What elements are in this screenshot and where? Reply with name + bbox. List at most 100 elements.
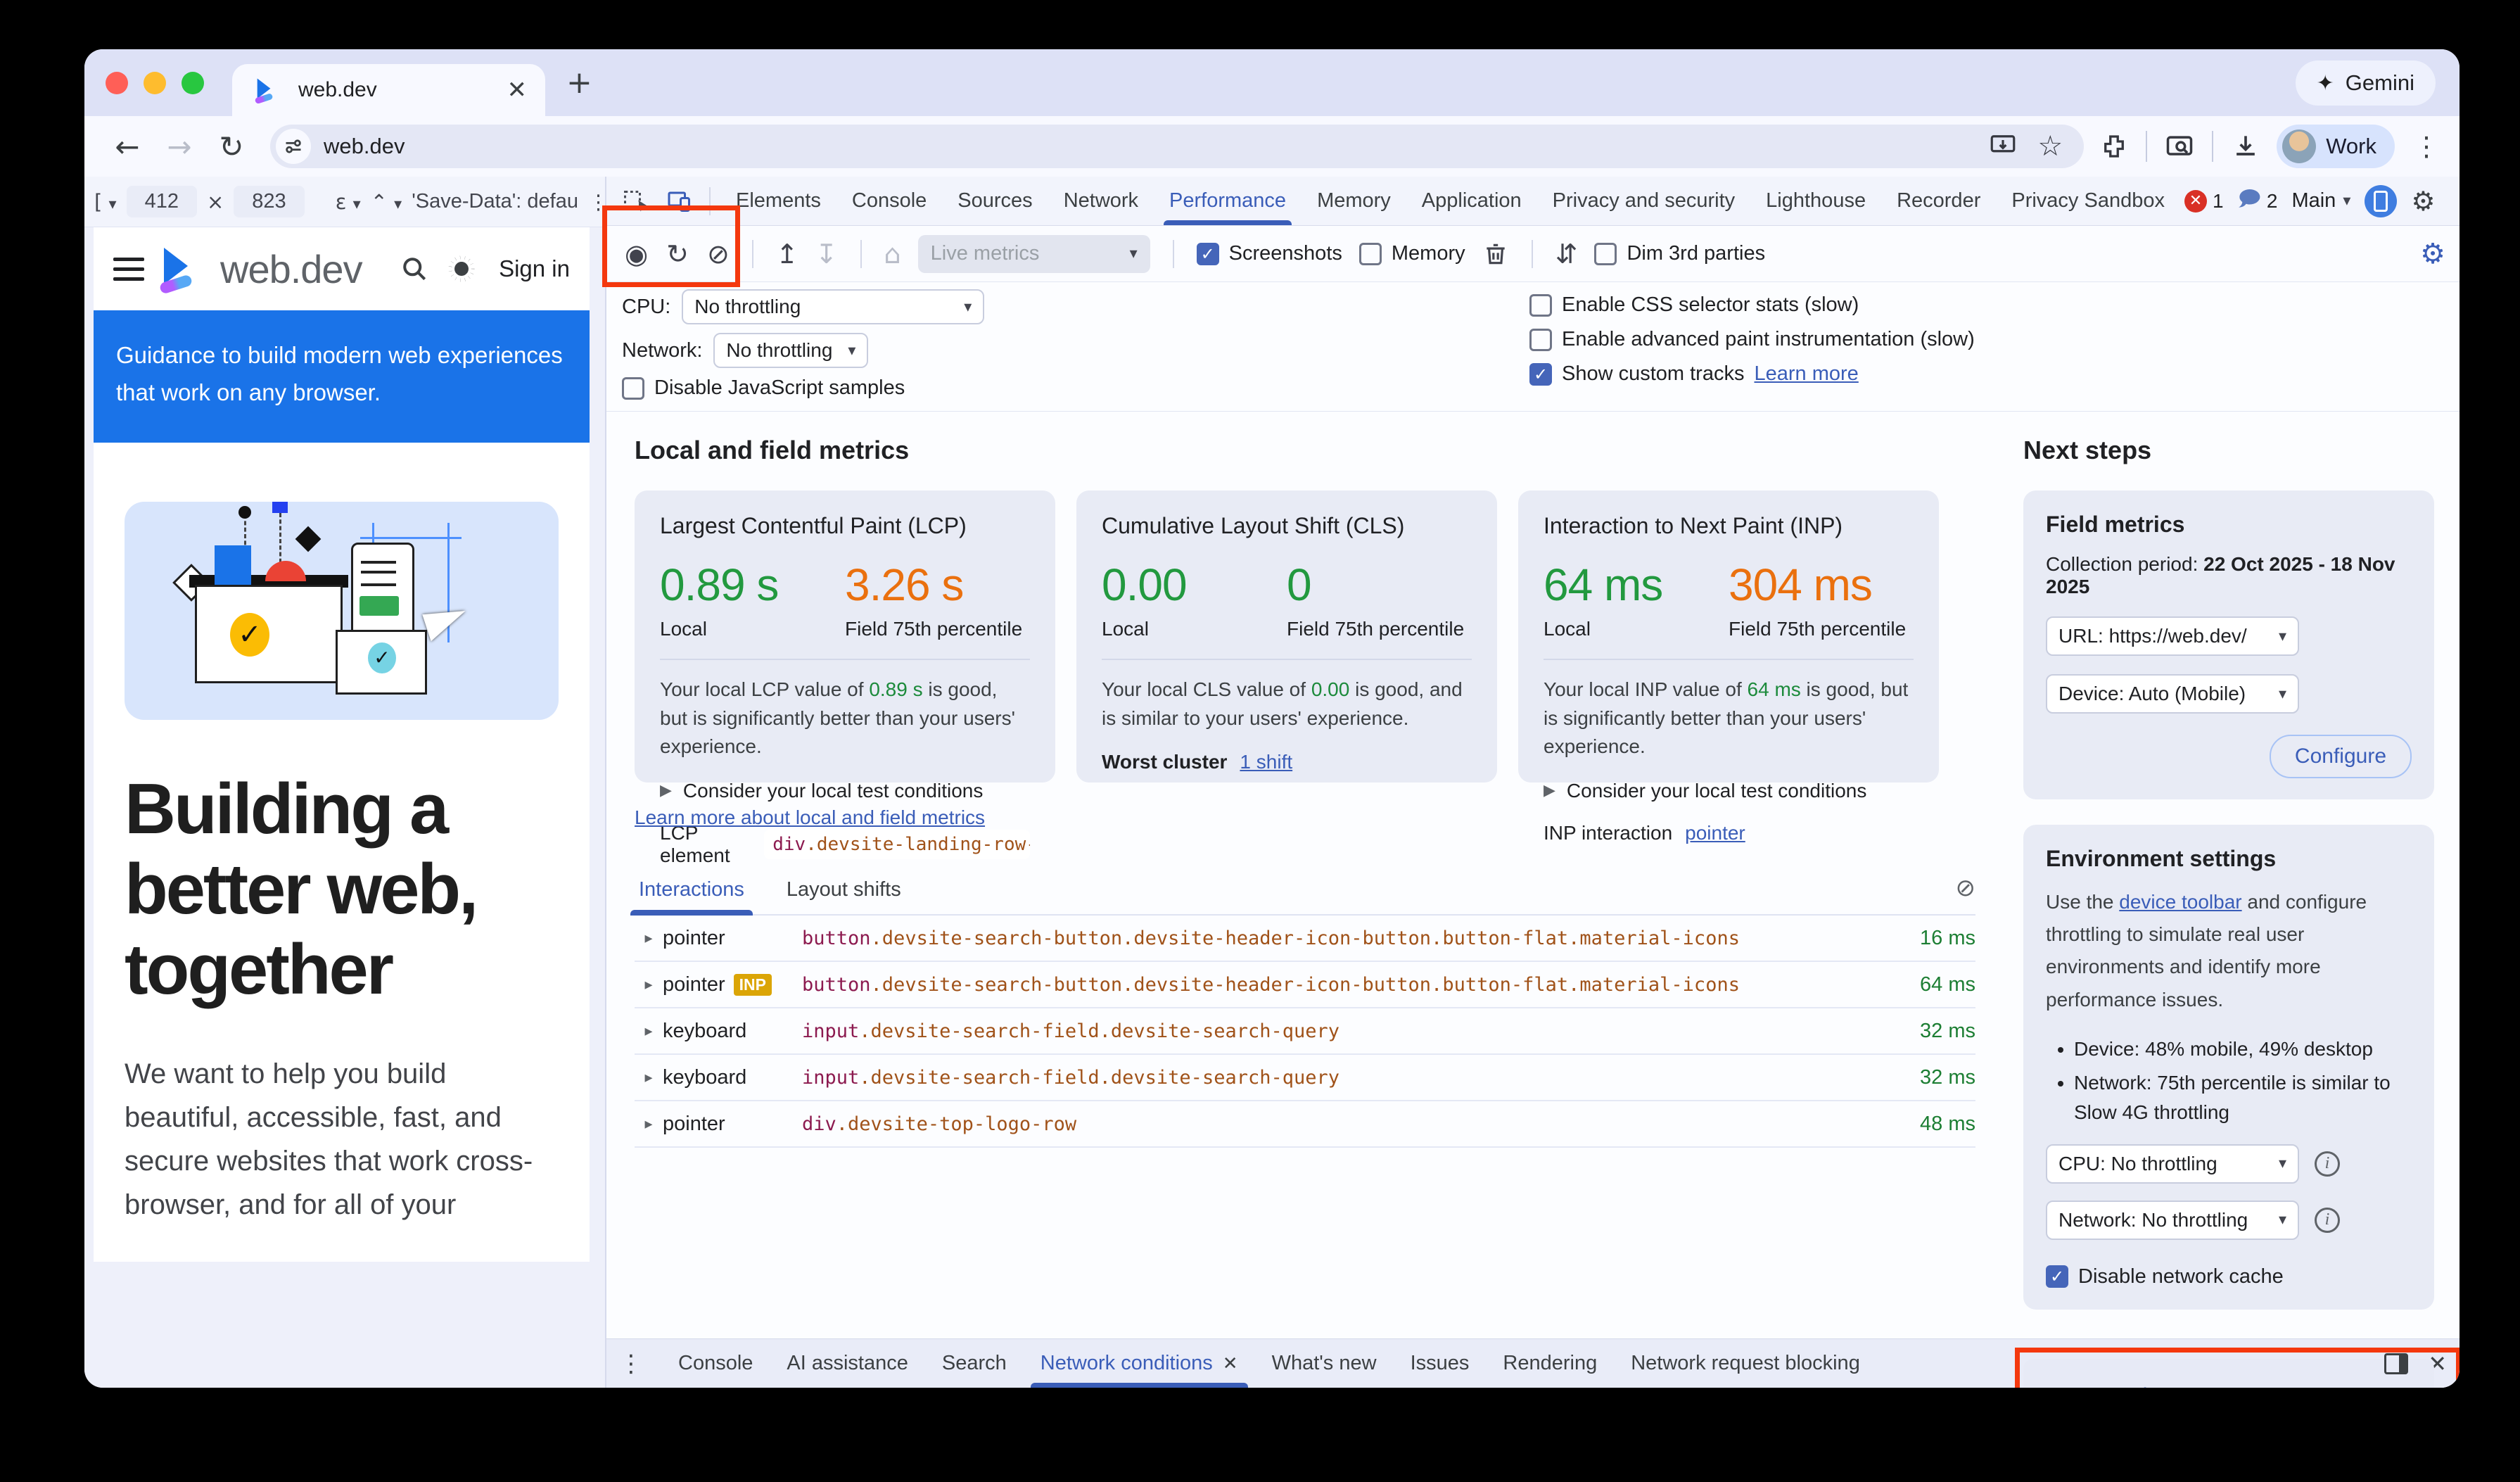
install-app-icon[interactable] — [1988, 130, 2018, 160]
address-bar[interactable]: web.dev ☆ — [270, 125, 2085, 168]
configure-button[interactable]: Configure — [2269, 735, 2412, 778]
viewport-height-input[interactable]: 823 — [234, 186, 305, 217]
tab-privacy-sandbox[interactable]: Privacy Sandbox — [2011, 189, 2165, 212]
forward-button[interactable]: → — [167, 129, 192, 164]
disable-js-samples-checkbox[interactable]: Disable JavaScript samples — [622, 376, 1529, 400]
clear-icon[interactable]: ⊘ — [707, 238, 730, 270]
dock-side-icon[interactable] — [2384, 1353, 2409, 1374]
site-search-icon[interactable] — [399, 253, 430, 284]
console-message-badge[interactable]: 🗩 2 — [2237, 186, 2278, 212]
throttle-select[interactable]: ⌃ ▾ — [370, 189, 402, 214]
env-network-select[interactable]: Network: No throttling ▾ — [2046, 1200, 2299, 1240]
expand-arrow-icon[interactable]: ▶ — [1544, 782, 1555, 800]
site-settings-icon[interactable] — [276, 129, 311, 164]
tab-lighthouse[interactable]: Lighthouse — [1766, 189, 1866, 212]
screenshots-checkbox[interactable]: Screenshots — [1196, 242, 1342, 265]
drawer-tab-ai-assistance[interactable]: AI assistance — [787, 1352, 908, 1374]
reload-button[interactable]: ↻ — [219, 129, 244, 164]
profile-button[interactable]: Work — [2277, 125, 2395, 168]
lcp-test-conditions-expander[interactable]: ▶ Consider your local test conditions — [660, 779, 984, 802]
menu-icon[interactable] — [113, 257, 144, 281]
drawer-tab-console[interactable]: Console — [678, 1352, 753, 1374]
browser-menu-icon[interactable]: ⋮ — [2413, 131, 2440, 162]
learn-more-metrics-link[interactable]: Learn more about local and field metrics — [635, 806, 986, 828]
search-tabs-icon[interactable] — [2164, 131, 2195, 162]
device-more-icon[interactable]: ⋮ — [588, 190, 605, 214]
upload-profile-icon[interactable]: ↥ — [775, 238, 798, 270]
gemini-button[interactable]: ✦ Gemini — [2295, 61, 2436, 106]
field-url-select[interactable]: URL: https://web.dev/▾ — [2046, 616, 2299, 656]
tab-close-icon[interactable]: ✕ — [507, 76, 528, 104]
cls-worst-cluster-link[interactable]: 1 shift — [1240, 751, 1293, 773]
record-icon[interactable]: ◉ — [625, 238, 649, 270]
drawer-menu-icon[interactable]: ⋮ — [619, 1349, 643, 1378]
live-metrics-select[interactable]: Live metrics ▾ — [917, 234, 1150, 273]
extensions-icon[interactable] — [2099, 132, 2129, 161]
zoom-select[interactable]: ɛ ▾ — [335, 189, 361, 214]
webdev-logo[interactable] — [158, 246, 205, 295]
css-selector-stats-checkbox[interactable]: Enable CSS selector stats (slow) — [1529, 293, 2444, 317]
download-profile-icon[interactable]: ↧ — [815, 238, 838, 270]
tab-application[interactable]: Application — [1421, 189, 1522, 212]
expand-arrow-icon[interactable]: ▶ — [660, 782, 672, 800]
paint-instrumentation-checkbox[interactable]: Enable advanced paint instrumentation (s… — [1529, 328, 2444, 351]
bookmark-star-icon[interactable]: ☆ — [2037, 130, 2063, 163]
device-toolbar-toggle-icon[interactable] — [660, 182, 699, 221]
interaction-row[interactable]: ▸ pointer div.devsite-top-logo-row 48 ms — [635, 1101, 1975, 1148]
interaction-row[interactable]: ▸ keyboard input.devsite-search-field.de… — [635, 1055, 1975, 1101]
checkbox-icon[interactable] — [1529, 328, 1552, 351]
tab-elements[interactable]: Elements — [736, 189, 821, 212]
inp-test-conditions-expander[interactable]: ▶ Consider your local test conditions — [1544, 779, 1867, 802]
garbage-collect-icon[interactable] — [1482, 241, 1509, 267]
interaction-row[interactable]: ▸ keyboard input.devsite-search-field.de… — [635, 1008, 1975, 1055]
memory-checkbox[interactable]: Memory — [1358, 242, 1465, 265]
ai-device-icon[interactable] — [2365, 184, 2398, 217]
clear-log-icon[interactable]: ⊘ — [1955, 873, 1976, 902]
disable-network-cache-checkbox[interactable]: Disable network cache — [2046, 1265, 2412, 1288]
checkbox-checked-icon[interactable] — [1529, 362, 1552, 386]
inp-interaction-link[interactable]: pointer — [1685, 821, 1745, 844]
record-reload-icon[interactable]: ↻ — [666, 238, 689, 270]
site-brand[interactable]: web.dev — [220, 246, 363, 291]
error-badge[interactable]: ✕ 1 — [2184, 189, 2224, 213]
settings-gear-icon[interactable]: ⚙ — [2411, 185, 2436, 217]
back-button[interactable]: ← — [115, 129, 140, 164]
drawer-tab-whats-new[interactable]: What's new — [1271, 1352, 1377, 1374]
browser-tab[interactable]: web.dev ✕ — [232, 64, 545, 116]
cpu-throttle-select[interactable]: No throttling ▾ — [682, 289, 985, 324]
field-device-select[interactable]: Device: Auto (Mobile) ▾ — [2046, 674, 2299, 714]
tab-recorder[interactable]: Recorder — [1897, 189, 1981, 212]
tab-performance[interactable]: Performance — [1154, 177, 1302, 225]
interaction-row[interactable]: ▸ pointer button.devsite-search-button.d… — [635, 916, 1975, 962]
checkbox-icon[interactable] — [622, 376, 644, 400]
viewport-width-input[interactable]: 412 — [126, 186, 197, 217]
expand-arrow-icon[interactable]: ▸ — [644, 975, 653, 994]
expand-arrow-icon[interactable]: ▸ — [644, 929, 653, 947]
interaction-row[interactable]: ▸ pointer INP button.devsite-search-butto… — [635, 962, 1975, 1008]
checkbox-icon[interactable] — [1594, 242, 1617, 265]
sign-in-link[interactable]: Sign in — [499, 255, 570, 281]
close-window-button[interactable] — [106, 71, 128, 94]
minimize-window-button[interactable] — [144, 71, 166, 94]
drawer-tab-network-conditions[interactable]: Network conditions ✕ — [1024, 1339, 1255, 1388]
new-tab-button[interactable]: + — [566, 65, 592, 101]
checkbox-checked-icon[interactable] — [1196, 242, 1219, 265]
info-icon[interactable]: i — [2315, 1151, 2340, 1177]
info-icon[interactable]: i — [2315, 1207, 2340, 1233]
dim-3rd-parties-checkbox[interactable]: Dim 3rd parties — [1594, 242, 1765, 265]
device-toolbar-link[interactable]: device toolbar — [2119, 891, 2242, 913]
home-icon[interactable]: ⌂ — [884, 238, 901, 270]
drawer-tab-network-request-blocking[interactable]: Network request blocking — [1631, 1352, 1860, 1374]
expand-arrow-icon[interactable]: ▸ — [644, 1115, 653, 1133]
theme-toggle-icon[interactable] — [445, 253, 478, 285]
checkbox-icon[interactable] — [1529, 293, 1552, 317]
expand-arrow-icon[interactable]: ▸ — [644, 1068, 653, 1087]
dimensions-select[interactable]: [ ▾ — [94, 189, 117, 214]
drawer-tab-search[interactable]: Search — [941, 1352, 1007, 1374]
drawer-tab-rendering[interactable]: Rendering — [1503, 1352, 1598, 1374]
custom-tracks-checkbox[interactable]: Show custom tracks Learn more — [1529, 362, 2444, 386]
tab-memory[interactable]: Memory — [1317, 189, 1391, 212]
collapse-sections-icon[interactable]: ⇵ — [1555, 238, 1578, 270]
tab-privacy-security[interactable]: Privacy and security — [1552, 189, 1736, 212]
downloads-icon[interactable] — [2230, 131, 2261, 162]
